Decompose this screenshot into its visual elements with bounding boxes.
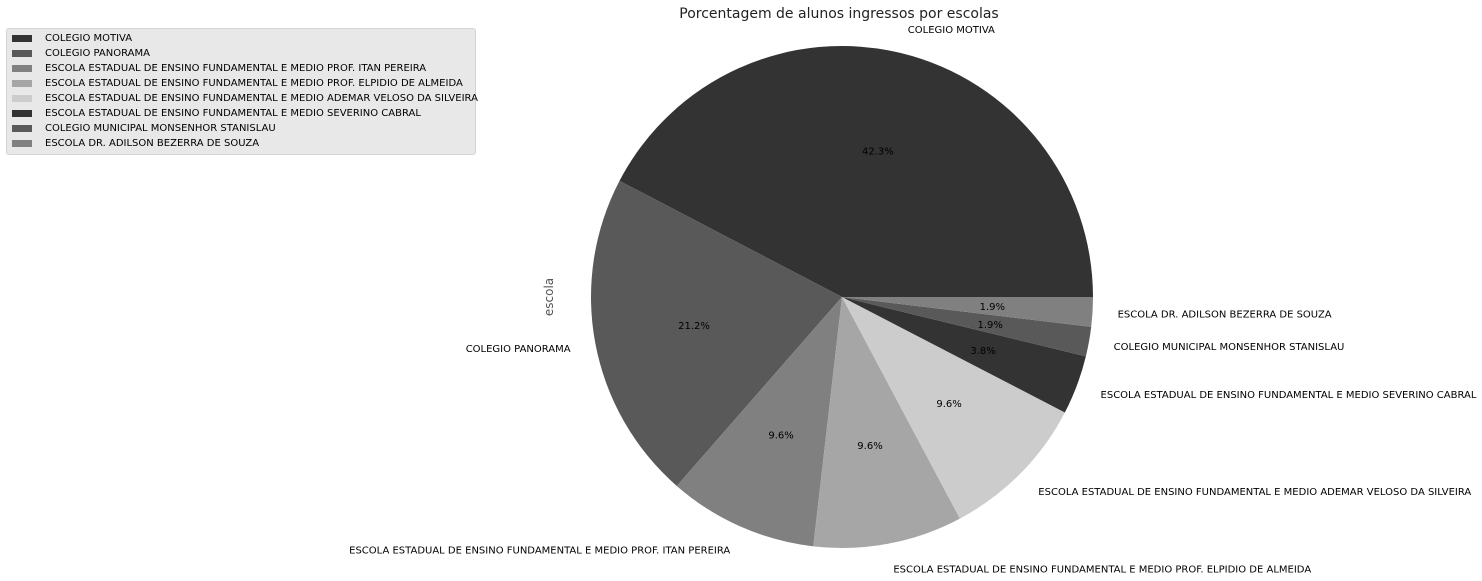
y-axis-label: escola xyxy=(542,278,556,316)
pie-slice xyxy=(842,297,1093,327)
legend-item: COLEGIO MUNICIPAL MONSENHOR STANISLAU xyxy=(7,121,475,136)
legend-swatch xyxy=(12,35,32,42)
legend-item: ESCOLA ESTADUAL DE ENSINO FUNDAMENTAL E … xyxy=(7,61,475,76)
chart-title: Porcentagem de alunos ingressos por esco… xyxy=(679,6,998,22)
legend-item: ESCOLA DR. ADILSON BEZERRA DE SOUZA xyxy=(7,136,475,151)
legend-label: COLEGIO MOTIVA xyxy=(45,33,133,44)
legend-label: ESCOLA ESTADUAL DE ENSINO FUNDAMENTAL E … xyxy=(45,108,421,119)
pie-slice xyxy=(842,297,1065,519)
pie-category-label: ESCOLA ESTADUAL DE ENSINO FUNDAMENTAL E … xyxy=(893,564,1311,575)
pie-slice xyxy=(590,180,842,486)
legend: COLEGIO MOTIVA COLEGIO PANORAMA ESCOLA EST… xyxy=(6,28,478,155)
legend-item: ESCOLA ESTADUAL DE ENSINO FUNDAMENTAL E … xyxy=(7,76,475,91)
pie-percent-label: 3.8% xyxy=(970,346,995,357)
legend-label: ESCOLA DR. ADILSON BEZERRA DE SOUZA xyxy=(45,138,260,149)
pie-slice xyxy=(619,45,1093,297)
pie-slice xyxy=(842,297,1092,357)
legend-label: ESCOLA ESTADUAL DE ENSINO FUNDAMENTAL E … xyxy=(45,78,463,89)
legend-label: COLEGIO MUNICIPAL MONSENHOR STANISLAU xyxy=(45,123,276,134)
legend-swatch xyxy=(12,65,32,72)
pie-category-label: ESCOLA DR. ADILSON BEZERRA DE SOUZA xyxy=(1118,309,1332,320)
legend-swatch xyxy=(12,80,32,87)
pie-category-label: ESCOLA ESTADUAL DE ENSINO FUNDAMENTAL E … xyxy=(1038,487,1471,498)
pie-percent-label: 9.6% xyxy=(857,441,882,452)
pie-category-label: COLEGIO MOTIVA xyxy=(908,25,995,36)
legend-swatch xyxy=(12,110,32,117)
legend-item: COLEGIO MOTIVA xyxy=(7,31,475,46)
pie-percent-label: 9.6% xyxy=(768,431,793,442)
pie-slice xyxy=(813,297,960,548)
pie-category-label: ESCOLA ESTADUAL DE ENSINO FUNDAMENTAL E … xyxy=(349,545,730,556)
pie-percent-label: 21.2% xyxy=(678,321,710,332)
pie-percent-label: 42.3% xyxy=(862,147,894,158)
pie-percent-label: 1.9% xyxy=(977,320,1002,331)
legend-label: COLEGIO PANORAMA xyxy=(45,48,150,59)
pie-labels: 42.3% COLEGIO MOTIVA 21.2% COLEGIO PANORAMA… xyxy=(349,25,1477,575)
legend-item: ESCOLA ESTADUAL DE ENSINO FUNDAMENTAL E … xyxy=(7,91,478,106)
pie-percent-label: 9.6% xyxy=(936,399,961,410)
pie-percent-label: 1.9% xyxy=(980,302,1005,313)
pie-category-label: COLEGIO PANORAMA xyxy=(466,344,571,355)
legend-swatch xyxy=(12,125,32,132)
legend-label: ESCOLA ESTADUAL DE ENSINO FUNDAMENTAL E … xyxy=(45,63,427,74)
legend-item: COLEGIO PANORAMA xyxy=(7,46,475,61)
pie-category-label: ESCOLA ESTADUAL DE ENSINO FUNDAMENTAL E … xyxy=(1101,390,1477,401)
legend-swatch xyxy=(12,95,32,102)
legend-label: ESCOLA ESTADUAL DE ENSINO FUNDAMENTAL E … xyxy=(45,93,478,104)
legend-swatch xyxy=(12,140,32,147)
pie-slices xyxy=(590,45,1093,548)
legend-item: ESCOLA ESTADUAL DE ENSINO FUNDAMENTAL E … xyxy=(7,106,475,121)
pie-category-label: COLEGIO MUNICIPAL MONSENHOR STANISLAU xyxy=(1114,342,1345,353)
legend-swatch xyxy=(12,50,32,57)
pie-slice xyxy=(676,297,842,547)
pie-slice xyxy=(842,297,1086,413)
